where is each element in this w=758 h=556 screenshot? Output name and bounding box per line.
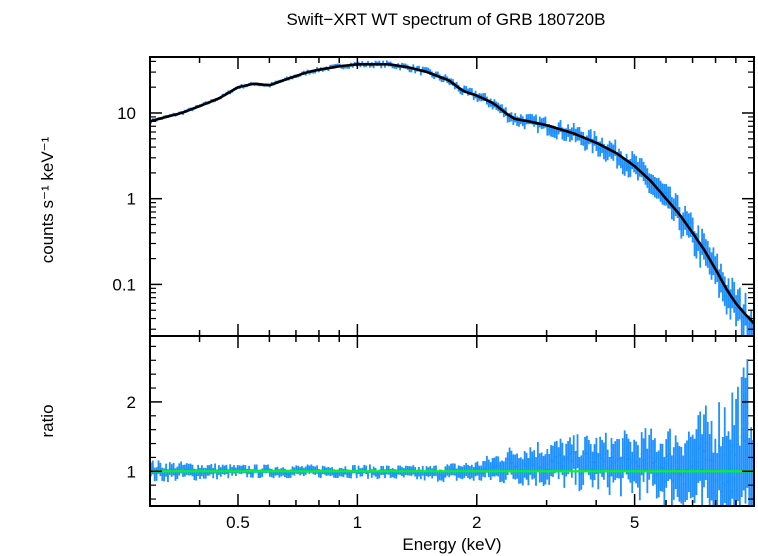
model-curve <box>149 63 755 325</box>
bottom-y-axis-label: ratio <box>38 404 57 437</box>
x-tick-label: 0.5 <box>226 513 250 532</box>
x-tick-label: 5 <box>630 513 639 532</box>
x-tick-label: 1 <box>353 513 362 532</box>
top-y-axis-label: counts s⁻¹ keV⁻¹ <box>38 136 57 263</box>
y-tick-label: 0.1 <box>112 275 136 294</box>
bottom-ticks: 0.5 1 2 5 1 2 <box>127 57 754 532</box>
y-tick-label: 1 <box>127 462 136 481</box>
x-axis-label: Energy (keV) <box>402 535 501 554</box>
bottom-data-layer <box>150 359 754 507</box>
bottom-panel-frame <box>149 335 755 507</box>
y-tick-label: 1 <box>127 190 136 209</box>
top-panel: 0.1 1 10 counts s⁻¹ keV⁻¹ <box>38 56 755 337</box>
top-data-layer <box>149 60 755 337</box>
y-tick-label: 2 <box>127 393 136 412</box>
bottom-panel: 0.5 1 2 5 1 2 ratio Energy (keV) <box>38 57 755 554</box>
x-tick-label: 2 <box>472 513 481 532</box>
y-tick-label: 10 <box>117 104 136 123</box>
top-ticks: 0.1 1 10 <box>112 60 754 330</box>
chart-title: Swift−XRT WT spectrum of GRB 180720B <box>287 10 606 29</box>
